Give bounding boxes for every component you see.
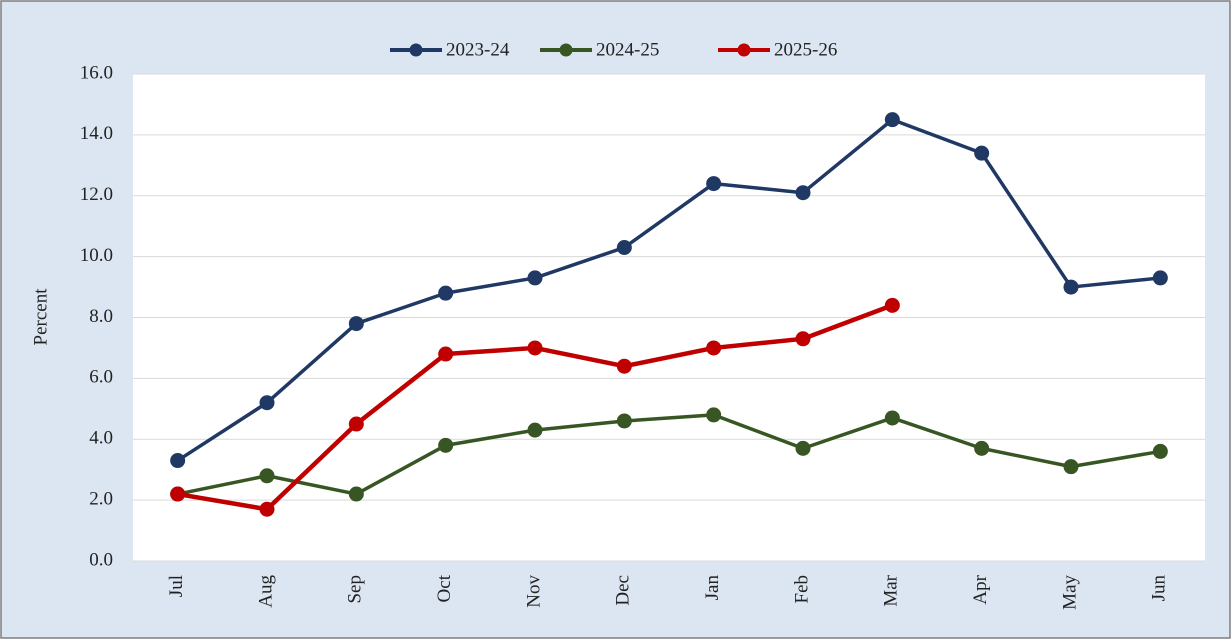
x-tick-label: Dec (613, 575, 634, 606)
y-tick-label: 4.0 (89, 428, 113, 449)
legend-label: 2025-26 (774, 39, 837, 60)
data-point (170, 453, 186, 469)
legend-label: 2023-24 (446, 39, 510, 60)
data-point (795, 331, 811, 347)
data-point (348, 316, 364, 332)
x-tick-label: Sep (345, 575, 366, 604)
x-tick-label: May (1059, 575, 1080, 610)
x-tick-label: Mar (881, 574, 902, 606)
y-axis-label: Percent (30, 288, 51, 346)
x-tick-label: Feb (791, 575, 812, 604)
data-point (1152, 443, 1168, 459)
series-line (177, 413, 1161, 496)
y-tick-label: 8.0 (89, 306, 113, 327)
data-point (438, 346, 454, 362)
y-tick-label: 2.0 (89, 488, 113, 509)
data-point (1063, 459, 1079, 475)
data-point (1063, 279, 1079, 295)
data-point (974, 440, 990, 456)
series-line (176, 117, 1161, 463)
x-tick-label: Jul (166, 575, 187, 597)
data-point (884, 410, 900, 426)
data-point (616, 239, 632, 255)
data-point (259, 501, 275, 517)
y-tick-label: 16.0 (80, 62, 113, 83)
data-point (1152, 270, 1168, 286)
data-point (884, 112, 900, 128)
y-tick-label: 6.0 (89, 367, 113, 388)
data-point (527, 340, 543, 356)
y-tick-label: 10.0 (80, 245, 113, 266)
x-tick-label: Nov (523, 575, 544, 608)
legend-marker (559, 43, 573, 57)
data-point (884, 297, 900, 313)
x-tick-label: Aug (255, 575, 276, 608)
y-tick-label: 0.0 (89, 549, 113, 570)
data-point (795, 185, 811, 201)
y-tick-label: 12.0 (80, 184, 113, 205)
data-point (348, 486, 364, 502)
x-tick-label: Oct (434, 574, 455, 602)
legend-label: 2024-25 (596, 39, 659, 60)
x-tick-label: Apr (970, 574, 991, 604)
data-point (259, 468, 275, 484)
data-point (616, 413, 632, 429)
data-point (438, 437, 454, 453)
data-point (527, 422, 543, 438)
data-point (438, 285, 454, 301)
legend-marker (737, 43, 751, 57)
x-tick-label: Jun (1149, 575, 1170, 602)
data-point (259, 395, 275, 411)
data-point (706, 176, 722, 192)
x-tick-label: Jan (702, 575, 723, 601)
legend-marker (409, 43, 423, 57)
data-point (974, 145, 990, 161)
y-tick-label: 14.0 (80, 123, 113, 144)
data-point (348, 416, 364, 432)
data-point (616, 358, 632, 374)
data-point (706, 340, 722, 356)
data-point (170, 486, 186, 502)
data-point (706, 407, 722, 423)
data-point (795, 440, 811, 456)
data-point (527, 270, 543, 286)
